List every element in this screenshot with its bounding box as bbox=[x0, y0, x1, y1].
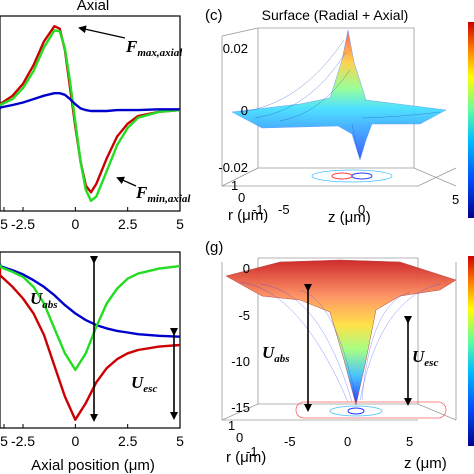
panel-g-contour-3 bbox=[295, 401, 447, 419]
panel-g-uabs-label: Uabs bbox=[262, 343, 290, 365]
panel-g-rlabel: r (μm) bbox=[226, 449, 266, 466]
panel-g-zaxis-tick-0: -5 bbox=[284, 434, 296, 449]
panel-g-zlabel: z (μm) bbox=[404, 455, 447, 472]
fmin-arrow bbox=[116, 176, 137, 187]
panel-c-rtick-2: -1 bbox=[252, 202, 264, 217]
panel-g-rtick-0: 1 bbox=[228, 418, 235, 433]
panel-g-label: (g) bbox=[205, 239, 223, 256]
panel-c-title: Surface (Radial + Axial) bbox=[262, 7, 409, 23]
panel-c-rlabel: r (μm) bbox=[228, 207, 268, 224]
panel-g-rtick-2: -1 bbox=[246, 444, 258, 459]
xtick-label: 0 bbox=[71, 216, 79, 232]
xtick-label: 5 bbox=[0, 433, 8, 449]
panel-f-series-group bbox=[0, 263, 181, 421]
panel-c-rtick-0: 1 bbox=[231, 178, 238, 193]
panel-g-ztick-3: -15 bbox=[231, 400, 250, 415]
panel-c-ztick-2: -0.02 bbox=[218, 160, 248, 175]
panel-c-box bbox=[221, 27, 457, 187]
panel-c-ztick-0: 0.02 bbox=[223, 41, 248, 56]
panel-c-ridge-lines bbox=[239, 39, 441, 159]
panel-c-zaxis-tick-0: -5 bbox=[278, 202, 290, 217]
panel-b-xtick-group: 5 -2.5 0 2.5 5 bbox=[0, 207, 184, 232]
panel-g-contour-1 bbox=[347, 407, 365, 415]
panel-b: Axial 5 -2.5 0 2.5 5 Fmax,axial Fmin,axial bbox=[0, 0, 191, 232]
panel-g-box bbox=[221, 257, 457, 421]
panel-c-label: (c) bbox=[205, 7, 223, 24]
xtick-label: 5 bbox=[176, 216, 184, 232]
fmax-arrow bbox=[78, 25, 126, 39]
panel-c-rtick-1: 0 bbox=[238, 190, 245, 205]
fmax-symbol: F bbox=[125, 37, 138, 56]
panel-c-ztick-1: 0 bbox=[241, 103, 248, 118]
panel-g-uesc-label: Uesc bbox=[412, 347, 438, 369]
series-line-1 bbox=[0, 29, 181, 202]
series-line-2 bbox=[0, 92, 180, 113]
series-line-1 bbox=[0, 264, 181, 372]
panel-g-zaxis-tick-1: 0 bbox=[344, 434, 351, 449]
xtick-label: 2.5 bbox=[118, 433, 138, 449]
panel-g-contour-2 bbox=[329, 405, 383, 417]
panel-b-axes bbox=[0, 15, 181, 212]
xtick-label: -2.5 bbox=[11, 216, 35, 232]
panel-c-contour-3 bbox=[311, 169, 393, 183]
panel-c-zaxis-tick-1: 0 bbox=[358, 202, 365, 217]
fmin-symbol: F bbox=[135, 183, 148, 202]
panel-g-ztick-1: -5 bbox=[238, 308, 250, 323]
uesc-label: Uesc bbox=[131, 373, 157, 395]
panel-g: (g) 0 -5 -10 -15 Uabs Uesc 1 0 -1 r (μm)… bbox=[205, 239, 474, 472]
panel-g-mesh-lines bbox=[239, 281, 441, 403]
panel-b-title: Axial bbox=[77, 0, 110, 14]
panel-f: 5 -2.5 0 2.5 5 Axial position (μm) Uabs Uesc bbox=[0, 251, 184, 474]
panel-c-surface bbox=[231, 29, 447, 161]
xtick-label: 2.5 bbox=[118, 216, 138, 232]
panel-g-ztick-0: 0 bbox=[243, 261, 250, 276]
panel-c-zlabel: z (μm) bbox=[328, 209, 371, 226]
fmax-label: Fmax,axial bbox=[125, 37, 183, 59]
uabs-label: Uabs bbox=[30, 289, 58, 311]
xtick-label: 5 bbox=[176, 433, 184, 449]
panel-c-colorbar bbox=[468, 22, 474, 218]
series-line-2 bbox=[0, 268, 181, 421]
panel-g-uesc-symbol: U bbox=[412, 347, 425, 366]
fmax-subscript: max,axial bbox=[137, 47, 183, 59]
panel-c-zaxis-tick-2: 5 bbox=[452, 192, 459, 207]
uesc-symbol: U bbox=[131, 373, 144, 392]
uabs-subscript: abs bbox=[42, 299, 57, 311]
uabs-symbol: U bbox=[30, 289, 43, 308]
panel-g-uabs-subscript: abs bbox=[274, 353, 289, 365]
xtick-label: 5 bbox=[0, 216, 8, 232]
panel-f-xtick-group: 5 -2.5 0 2.5 5 bbox=[0, 424, 184, 449]
uesc-subscript: esc bbox=[143, 383, 157, 395]
fmin-label: Fmin,axial bbox=[135, 183, 191, 205]
panel-g-uesc-subscript: esc bbox=[424, 357, 438, 369]
xtick-label: -2.5 bbox=[11, 433, 35, 449]
series-line-0 bbox=[0, 263, 181, 338]
panel-g-zaxis-tick-2: 5 bbox=[406, 434, 413, 449]
fmin-subscript: min,axial bbox=[147, 193, 191, 205]
panel-c-contour-1 bbox=[331, 172, 353, 180]
panel-g-colorbar bbox=[468, 256, 474, 446]
panel-f-axes bbox=[0, 251, 181, 429]
panel-g-uabs-symbol: U bbox=[262, 343, 275, 362]
panel-b-series-group bbox=[0, 25, 181, 202]
panel-g-ztick-2: -10 bbox=[231, 354, 250, 369]
panel-f-xlabel: Axial position (μm) bbox=[31, 457, 155, 474]
xtick-label: 0 bbox=[71, 433, 79, 449]
panel-c: (c) Surface (Radial + Axial) 0.02 0 -0.0… bbox=[205, 7, 474, 226]
panel-g-rtick-1: 0 bbox=[236, 430, 243, 445]
panel-c-contour-2 bbox=[351, 172, 373, 180]
panel-g-surface bbox=[225, 259, 457, 406]
